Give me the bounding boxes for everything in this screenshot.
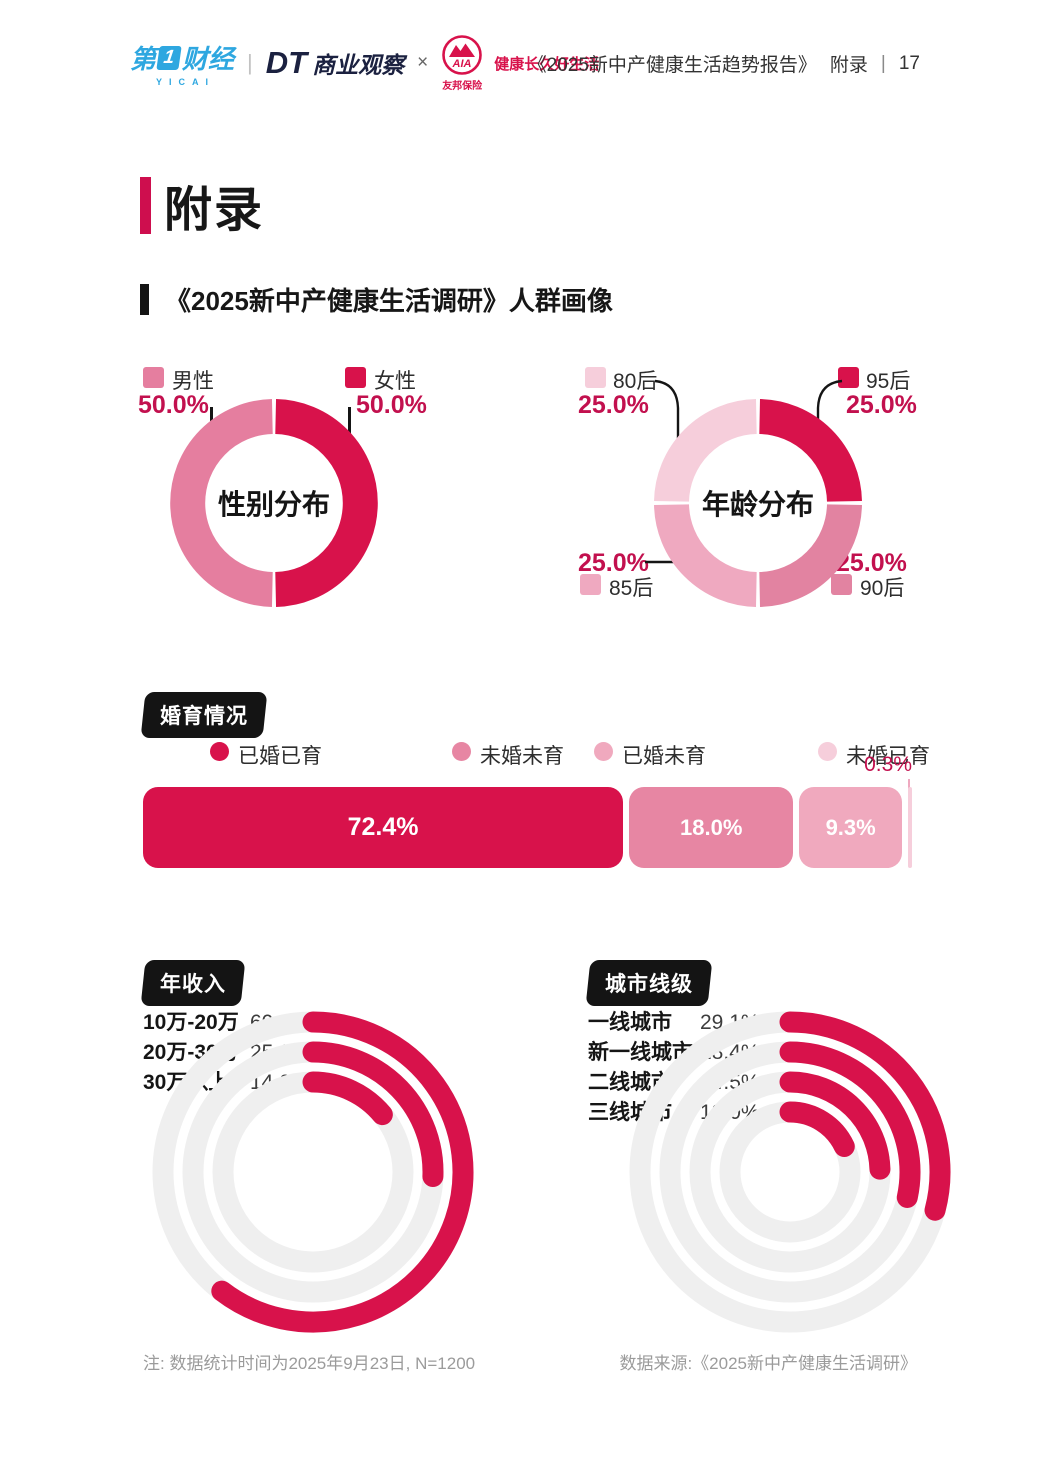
bar-segment-0: 72.4%: [143, 787, 624, 868]
city-row-label-3: 二线城市: [588, 1071, 672, 1094]
legend-label-85s: 85后: [609, 577, 654, 600]
bar-segment-value: 18.0%: [680, 814, 743, 840]
section-accent-bar: [140, 284, 149, 315]
legend-label-single-nokids: 未婚未育: [480, 745, 564, 768]
legend-label-90s: 90后: [860, 577, 905, 600]
income-badge: 年收入: [140, 960, 246, 1006]
age-donut-chart: [654, 399, 862, 607]
legend-label-married-nokids: 已婚未育: [622, 745, 706, 768]
income-radial-chart: [152, 1011, 474, 1333]
age-donut-title: 年龄分布: [701, 489, 814, 520]
page-number: 17: [898, 52, 920, 74]
legend-label-male: 男性: [172, 370, 214, 393]
pct-male: 50.0%: [138, 391, 209, 419]
legend-dot-married-nokids: [594, 742, 613, 761]
yicai-sub-label: YICAI: [156, 77, 216, 87]
bar-segment-2: 9.3%: [799, 787, 902, 868]
legend-dot-single-nokids: [452, 742, 471, 761]
income-row-label-1: 10万-20万: [143, 1011, 239, 1034]
legend-label-95s: 95后: [866, 370, 911, 393]
city-badge: 城市线级: [585, 960, 713, 1006]
city-radial-chart: [629, 1011, 951, 1333]
page-title: 附录: [140, 170, 264, 240]
dt-logo: DT 商业观察: [265, 45, 405, 80]
pct-female: 50.0%: [356, 391, 427, 419]
leader-line-female: [348, 407, 351, 449]
legend-label-married-kids: 已婚已育: [238, 745, 322, 768]
legend-swatch-80s: [585, 367, 606, 388]
aia-slogan: 健康长久好生活: [494, 55, 600, 73]
legend-label-single-kids: 未婚已育: [846, 745, 930, 768]
title-accent-bar: [140, 176, 151, 234]
legend-swatch-female: [345, 367, 366, 388]
pct-85s: 25.0%: [578, 549, 649, 577]
marriage-stacked-bar: 72.4% 18.0% 9.3%: [143, 787, 912, 868]
legend-dot-married-kids: [210, 742, 229, 761]
pct-95s: 25.0%: [846, 391, 917, 419]
yicai-char: 第: [130, 44, 157, 74]
tiny-segment-tick: [908, 779, 910, 790]
pct-80s: 25.0%: [578, 391, 649, 419]
bar-segment-1: 18.0%: [629, 787, 794, 868]
header-title: 《2025新中产健康生活趋势报告》 附录 | 17: [528, 50, 920, 77]
aia-mountain-icon: AIA: [442, 35, 482, 75]
aia-company-label: 友邦保险: [442, 81, 483, 92]
gender-donut-title: 性别分布: [217, 489, 330, 520]
legend-swatch-85s: [580, 574, 601, 595]
bar-segment-value: 72.4%: [347, 813, 419, 841]
footer-source: 数据来源:《2025新中产健康生活调研》: [619, 1354, 917, 1373]
page-header: 第 1 财经 YICAI | DT 商业观察 × AIA 友邦保险 健康长久好生活 …: [130, 34, 920, 110]
yicai-rest: 财经: [182, 44, 235, 74]
collab-x-icon: ×: [417, 52, 429, 73]
logo-divider: |: [247, 50, 253, 75]
legend-swatch-90s: [831, 574, 852, 595]
legend-swatch-95s: [838, 367, 859, 388]
city-row-label-2: 新一线城市: [588, 1041, 693, 1064]
marriage-badge: 婚育情况: [140, 692, 268, 738]
legend-dot-single-kids: [818, 742, 837, 761]
legend-label-female: 女性: [374, 370, 416, 393]
logo-row: 第 1 财经 YICAI | DT 商业观察 × AIA 友邦保险 健康长久好生活: [130, 34, 599, 92]
report-title: 《2025新中产健康生活趋势报告》: [527, 55, 817, 76]
footer-note: 注: 数据统计时间为2025年9月23日, N=1200: [143, 1354, 476, 1373]
aia-logo: AIA 友邦保险: [441, 34, 483, 92]
bar-segment-value: 9.3%: [825, 814, 876, 840]
gender-donut-chart: [170, 399, 378, 607]
header-section: 附录: [829, 55, 868, 76]
section-title: 《2025新中产健康生活调研》人群画像: [140, 281, 613, 318]
pct-single-kids: 0.3%: [864, 753, 912, 776]
city-row-label-1: 一线城市: [588, 1011, 672, 1034]
svg-text:AIA: AIA: [452, 58, 472, 70]
legend-label-80s: 80后: [613, 370, 658, 393]
bar-segment-3: [908, 787, 912, 868]
legend-swatch-male: [143, 367, 164, 388]
yicai-one-icon: 1: [156, 45, 182, 70]
yicai-logo: 第 1 财经 YICAI: [130, 39, 234, 87]
header-divider: |: [880, 52, 886, 74]
